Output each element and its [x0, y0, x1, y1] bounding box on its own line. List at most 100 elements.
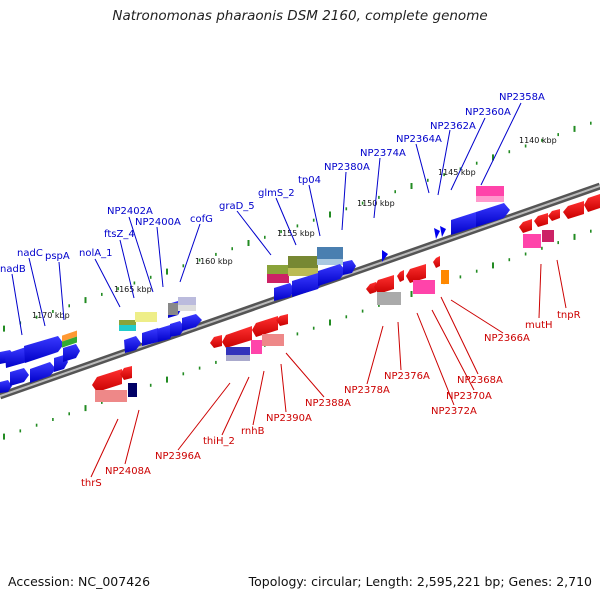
cog-box	[178, 297, 196, 305]
gene-label: rnhB	[241, 426, 265, 437]
gene-label: mutH	[525, 320, 553, 331]
gene-arrow	[222, 326, 252, 348]
gene-arrow	[451, 212, 482, 235]
gene-label: nadC	[17, 248, 43, 259]
accession-text: Accession: NC_007426	[8, 574, 151, 589]
cog-box	[542, 230, 554, 242]
cog-box	[119, 325, 136, 331]
gene-label: NP2388A	[305, 398, 351, 409]
gene-arrow	[120, 366, 132, 380]
gene-label: graD_5	[219, 201, 255, 212]
gene-arrow	[30, 362, 56, 383]
gene-label: glmS_2	[258, 188, 295, 199]
cog-box	[135, 312, 157, 322]
gene-arrow	[366, 282, 376, 294]
cog-box	[317, 259, 343, 265]
gene-label: thrS	[81, 478, 102, 489]
cog-box	[62, 330, 77, 342]
gene-arrow	[548, 209, 560, 221]
reverse-gene-labels: tnpR mutH NP2366A NP2368A NP2370A NP2372…	[81, 259, 581, 489]
gene-label: NP2408A	[105, 466, 151, 477]
gene-arrow	[382, 250, 388, 262]
cog-box	[226, 347, 250, 355]
gene-arrow	[374, 275, 394, 294]
gene-label: NP2360A	[465, 107, 511, 118]
genome-title: Natronomonas pharaonis DSM 2160, complet…	[112, 8, 488, 24]
scale-label: 1140 kbp	[519, 136, 557, 145]
gene-label: NP2366A	[484, 333, 530, 344]
cog-box	[119, 320, 136, 326]
gene-label: NP2376A	[384, 371, 430, 382]
gene-arrow	[157, 325, 174, 342]
scale-ticks	[3, 121, 592, 440]
gene-arrow	[318, 264, 346, 286]
gene-arrow	[0, 380, 12, 393]
gene-label: NP2364A	[396, 134, 442, 145]
cog-box	[168, 303, 178, 315]
cog-box	[128, 383, 137, 397]
gene-arrow	[170, 321, 185, 337]
scale-label: 1145 kbp	[438, 168, 476, 177]
gene-label: nolA_1	[79, 248, 112, 259]
scale-label: 1160 kbp	[195, 257, 233, 266]
gene-arrow	[440, 226, 446, 237]
cog-box	[251, 340, 262, 354]
cog-box	[288, 256, 318, 268]
gene-label: NP2368A	[457, 375, 503, 386]
cog-box	[377, 292, 401, 305]
gene-arrow	[252, 316, 278, 337]
gene-arrow	[434, 228, 440, 239]
gene-label: cofG	[190, 214, 213, 225]
gene-arrow	[584, 194, 600, 212]
cog-box	[413, 280, 435, 294]
gene-arrow	[182, 314, 202, 331]
gene-arrow	[124, 336, 141, 353]
gene-arrow	[63, 344, 80, 362]
gene-arrow	[210, 335, 222, 348]
genome-summary-text: Topology: circular; Length: 2,595,221 bp…	[248, 574, 592, 589]
gene-label: pspA	[45, 251, 70, 262]
gene-label: NP2362A	[430, 121, 476, 132]
cog-box	[267, 265, 289, 274]
forward-gene-labels: NP2358A NP2360A NP2362A NP2364A NP2374A …	[0, 92, 545, 336]
gene-label: NP2358A	[499, 92, 545, 103]
gene-arrow	[519, 219, 532, 233]
gene-label: NP2396A	[155, 451, 201, 462]
cog-box	[317, 247, 343, 259]
gene-label: NP2380A	[324, 162, 370, 173]
gene-label: NP2374A	[360, 148, 406, 159]
gene-arrow	[274, 283, 295, 301]
gene-arrow	[563, 201, 584, 219]
gene-arrow	[397, 270, 404, 282]
cog-box	[226, 355, 250, 361]
gene-label: tnpR	[557, 310, 581, 321]
gene-arrow	[406, 264, 426, 283]
cog-box	[178, 305, 196, 311]
gene-arrow	[476, 203, 510, 227]
scale-label: 1170 kbp	[32, 311, 70, 320]
gene-label: nadB	[0, 264, 26, 275]
gene-label: ftsZ_4	[104, 229, 135, 240]
gene-label: NP2370A	[446, 391, 492, 402]
gene-label: tp04	[298, 175, 321, 186]
cog-box	[62, 336, 77, 348]
cog-box	[476, 186, 504, 196]
gene-label: NP2372A	[431, 406, 477, 417]
cog-box	[441, 270, 449, 284]
gene-arrow	[92, 369, 122, 392]
gene-label: NP2378A	[344, 385, 390, 396]
cog-box	[95, 390, 127, 402]
cog-box	[262, 334, 284, 346]
forward-strand-genes	[0, 186, 510, 393]
gene-arrow	[276, 314, 288, 326]
gene-label: NP2390A	[266, 413, 312, 424]
cog-box	[267, 274, 289, 283]
cog-box	[476, 196, 504, 202]
cog-box	[523, 234, 541, 248]
scale-label: 1155 kbp	[277, 229, 315, 238]
reverse-strand-genes	[92, 194, 600, 402]
gene-arrow	[292, 273, 323, 297]
gene-label: NP2400A	[135, 217, 181, 228]
gene-label: NP2402A	[107, 206, 153, 217]
